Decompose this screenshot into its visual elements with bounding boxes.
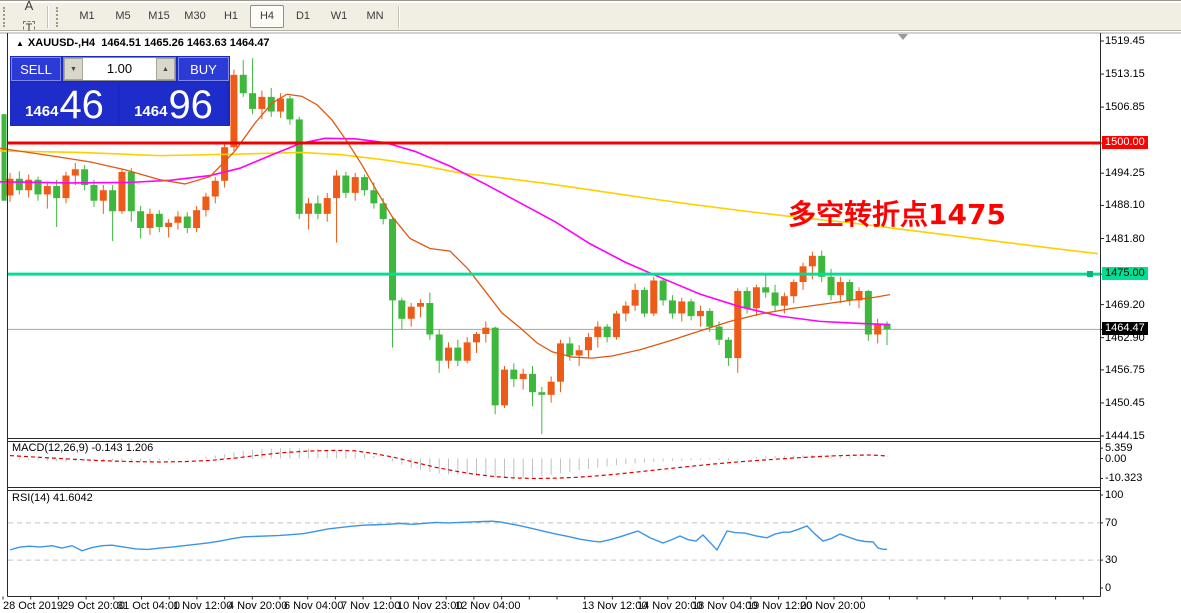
chart-shift-marker[interactable] [898,34,908,40]
panel-frames [0,32,1181,597]
buy-price-tile[interactable]: 1464 96 [120,83,227,125]
tab-timeframe-H4[interactable]: H4 [250,5,284,28]
tab-timeframe-M15[interactable]: M15 [148,10,170,22]
chart-annotation-text: 多空转折点1475 [788,198,1006,231]
tab-timeframe-D1[interactable]: D1 [295,10,311,22]
chart-canvas[interactable] [0,31,1181,613]
symbol-name: XAUUSD-,H4 [27,37,96,49]
tab-timeframe-M5[interactable]: M5 [115,10,131,22]
volume-input[interactable]: 1.00 [106,61,133,76]
tab-timeframe-M30[interactable]: M30 [184,10,206,22]
ohlc-values: 1464.51 1465.26 1463.63 1464.47 [101,37,270,49]
tab-timeframe-W1[interactable]: W1 [330,10,348,22]
buy-price-big-figure: 1464 [134,103,168,120]
macd-series [9,448,889,480]
ma-magenta-line[interactable] [0,137,891,326]
tab-timeframe-H1[interactable]: H1 [223,10,239,22]
one-click-trading-panel: SELL ▼ 1.00 ▲ BUY 1464 46 1464 96 [10,56,230,126]
toolbar-drag-handle[interactable] [3,6,12,27]
timeframe-buttons: M1 M5 M15 M30 H1 H4 D1 W1 MN [69,3,393,31]
rsi-series [8,520,1100,561]
symbol-header: ▲ XAUUSD-,H4 1464.51 1465.26 1463.63 1464… [16,37,270,49]
sell-price-tile[interactable]: 1464 46 [11,83,118,125]
axis-ticks [2,40,1104,600]
volume-decrease-button[interactable]: ▼ [64,58,83,80]
rsi-indicator-label: RSI(14) 41.6042 [12,492,93,504]
sell-button[interactable]: SELL [11,57,61,81]
sell-price-big-figure: 1464 [25,103,59,120]
hline-handle[interactable] [1087,271,1093,277]
candlestick-series [1,58,891,435]
ma-yellow-line[interactable] [0,150,1099,255]
buy-price-pips: 96 [168,83,213,128]
toolbar-separator-2 [398,5,399,28]
macd-indicator-label: MACD(12,26,9) -0.143 1.206 [12,442,154,454]
volume-increase-button[interactable]: ▲ [156,58,175,80]
collapse-icon[interactable]: ▲ [16,39,24,48]
timeframe-drag-handle[interactable] [56,6,65,27]
label-tool[interactable]: A [24,0,34,13]
buy-button[interactable]: BUY [178,57,229,81]
sell-price-pips: 46 [59,83,104,128]
ma-orange-line[interactable] [0,93,891,359]
toolbar-separator [47,5,48,28]
volume-control: ▼ 1.00 ▲ [63,57,176,81]
tab-timeframe-M1[interactable]: M1 [79,10,95,22]
chart-region[interactable]: 1519.45 1513.15 1506.85 1494.25 1488.10 1481.… [0,31,1181,613]
tab-timeframe-MN[interactable]: MN [366,10,384,22]
